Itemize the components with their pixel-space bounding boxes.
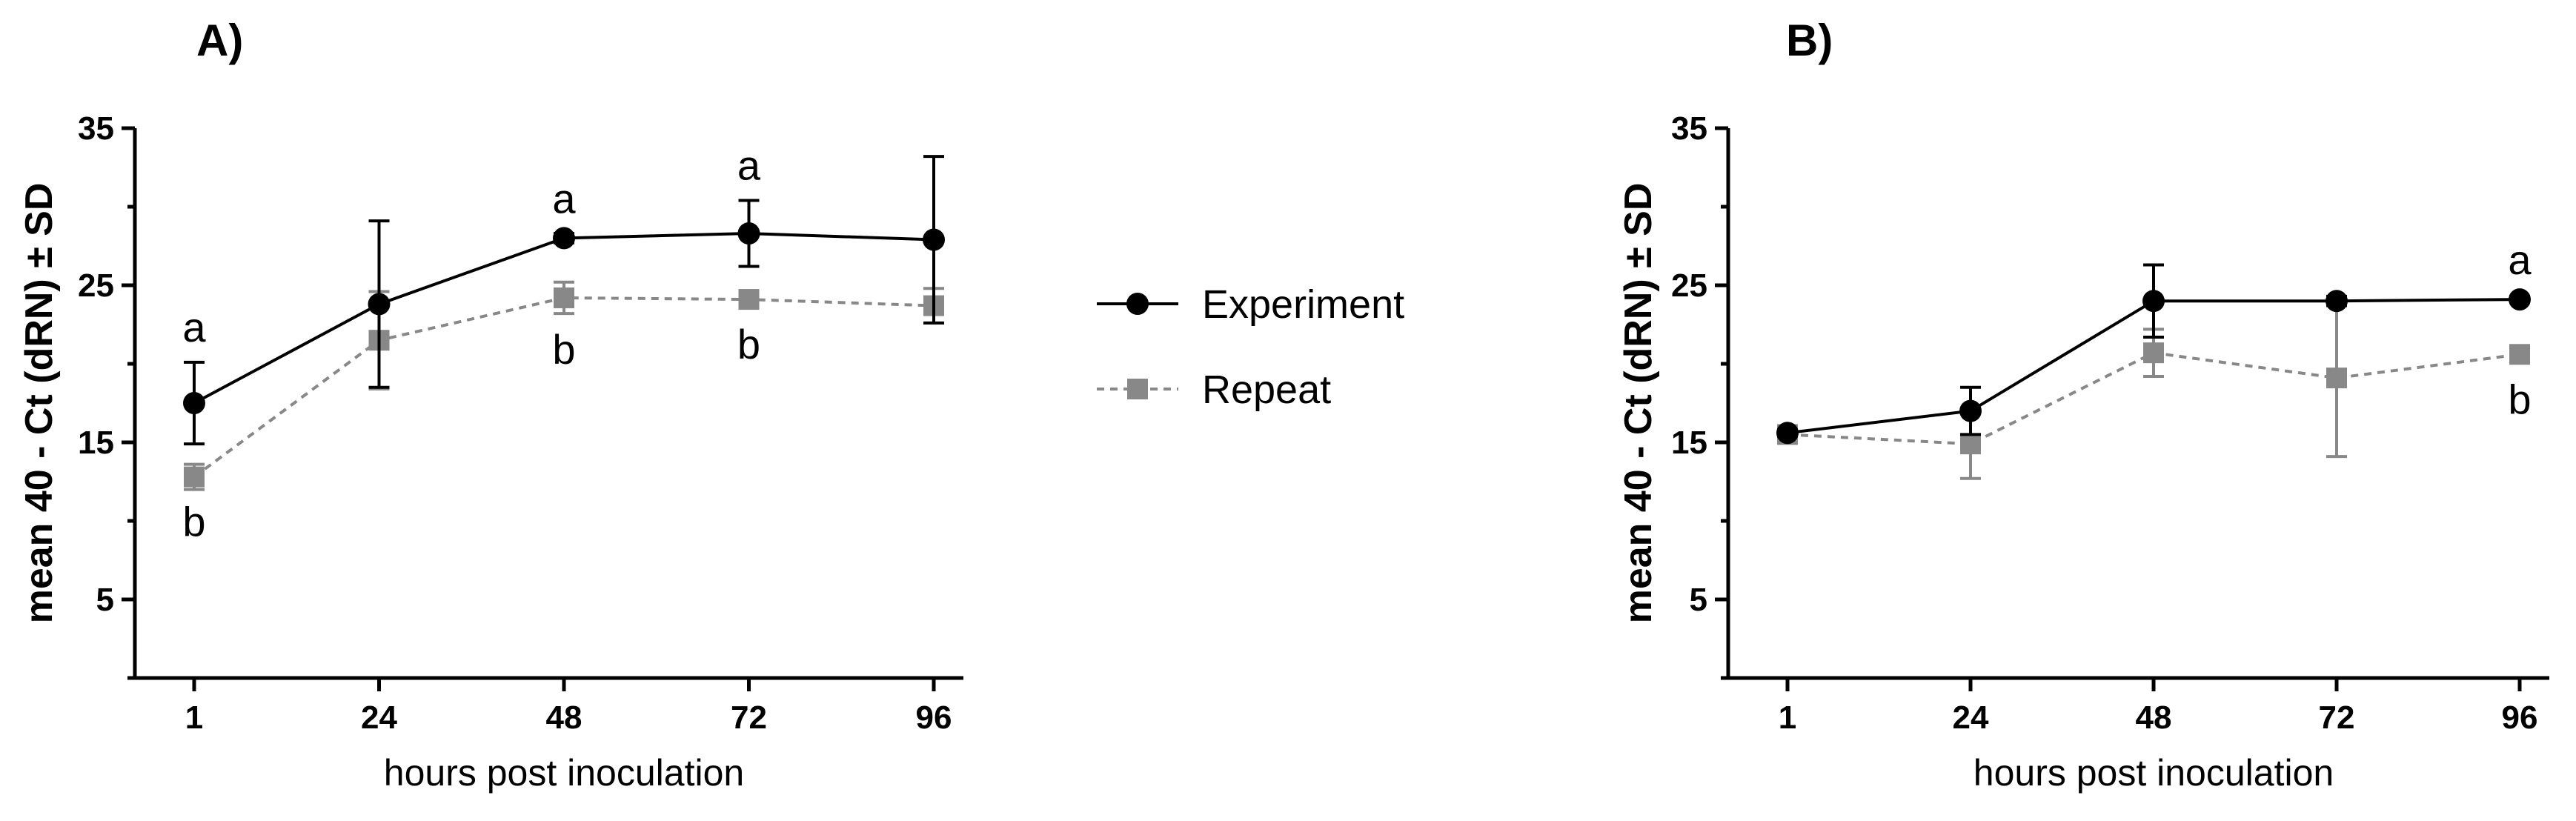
data-point (183, 392, 205, 414)
y-tick-label: 35 (1671, 110, 1707, 147)
legend: Experiment Repeat (1097, 282, 1404, 412)
y-tick-label: 25 (78, 267, 114, 304)
data-point (2509, 344, 2530, 365)
y-tick-label: 25 (1671, 267, 1707, 304)
significance-letter: a (737, 142, 761, 189)
x-axis-label: hours post inoculation (384, 752, 744, 794)
panel-label: A) (196, 16, 243, 65)
x-tick-label: 1 (185, 699, 203, 736)
data-point (737, 222, 760, 245)
legend-marker (1127, 379, 1148, 399)
data-point (184, 466, 205, 488)
y-tick-label: 5 (96, 582, 114, 618)
legend-marker (1126, 293, 1149, 315)
x-tick-label: 24 (361, 699, 397, 736)
data-point (2509, 288, 2531, 311)
data-point (554, 287, 574, 308)
x-tick-label: 96 (916, 699, 952, 736)
data-point (923, 228, 945, 251)
x-tick-label: 48 (2136, 699, 2172, 736)
significance-letter: a (182, 304, 206, 350)
data-point (1960, 433, 1981, 455)
panel-b: B) 5 15 25 35 1 24 48 72 96 hours post inoculation… (1617, 16, 2549, 794)
data-point (1959, 399, 1982, 422)
significance-letter: b (2508, 376, 2531, 422)
x-tick-label: 24 (1953, 699, 1989, 736)
significance-letter: b (737, 321, 760, 368)
x-tick-label: 48 (546, 699, 582, 736)
x-tick-label: 1 (1779, 699, 1796, 736)
y-axis-label: mean 40 - Ct (dRN) ± SD (18, 183, 61, 624)
panel-label: B) (1786, 16, 1833, 65)
data-point (368, 293, 391, 316)
y-tick-label: 35 (78, 110, 114, 147)
data-point (553, 227, 575, 250)
x-tick-label: 72 (2319, 699, 2355, 736)
significance-letter: b (182, 499, 205, 545)
data-point (2326, 368, 2347, 389)
x-axis-label: hours post inoculation (1974, 752, 2334, 794)
data-point (2326, 290, 2348, 313)
panel-a: A) 5 15 25 35 1 24 48 72 96 hours post inoculation… (18, 16, 963, 794)
series-line (193, 296, 935, 479)
significance-letter: a (552, 175, 576, 222)
data-point (1776, 422, 1799, 445)
significance-letter: b (552, 326, 575, 373)
significance-letter: a (2508, 236, 2532, 283)
data-point (2142, 290, 2165, 313)
x-tick-label: 72 (731, 699, 767, 736)
data-point (738, 289, 760, 310)
y-tick-label: 15 (78, 425, 114, 461)
y-axis-label: mean 40 - Ct (dRN) ± SD (1617, 183, 1660, 624)
series-line (193, 232, 935, 405)
y-tick-label: 15 (1671, 425, 1707, 461)
y-tick-label: 5 (1690, 582, 1707, 618)
legend-label: Experiment (1202, 282, 1404, 327)
x-tick-label: 96 (2502, 699, 2538, 736)
legend-label: Repeat (1202, 368, 1331, 412)
data-point (2143, 342, 2164, 364)
